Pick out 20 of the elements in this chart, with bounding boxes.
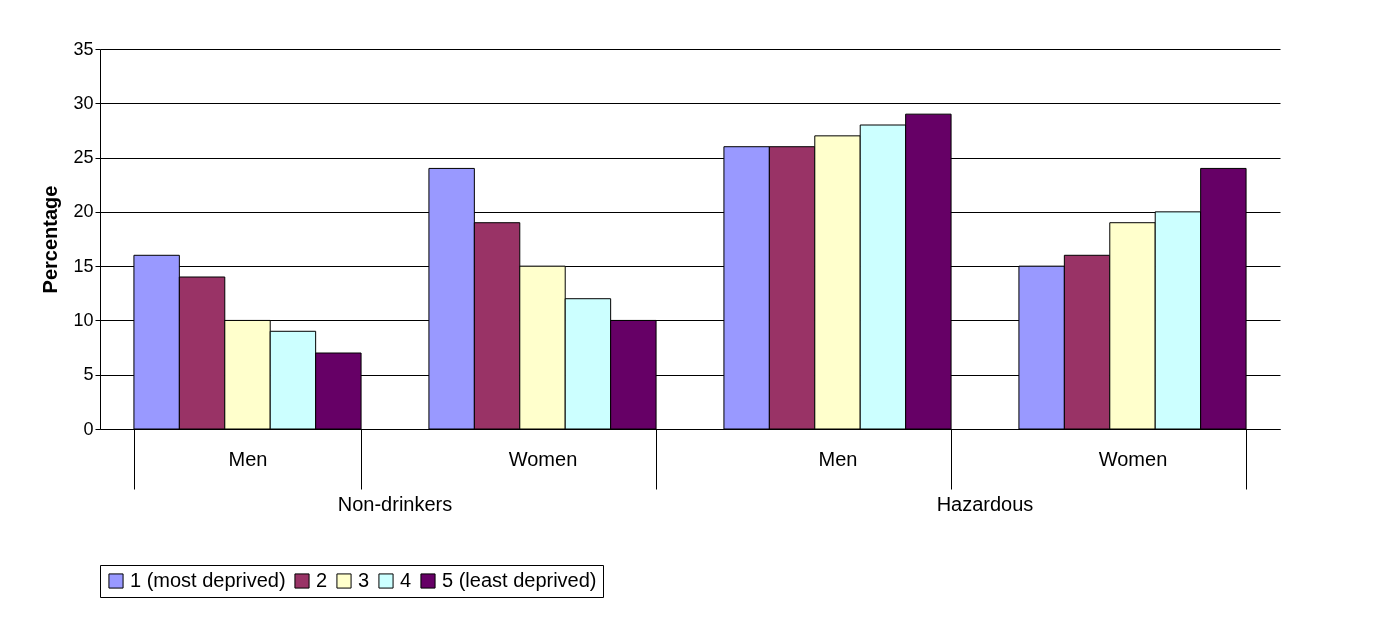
legend-label: 4 [400, 569, 412, 591]
legend-label: 3 [358, 569, 370, 591]
y-tick-label: 20 [73, 201, 94, 222]
x-tick-label: Men [818, 447, 858, 470]
x-tick-label: Men [228, 447, 268, 470]
text: Hazardous [936, 493, 1034, 515]
text: Non-drinkers [337, 493, 453, 515]
y-tick-label: 30 [73, 92, 94, 113]
y-tick-label: 10 [73, 309, 94, 330]
x-tick-label: Women [508, 447, 578, 470]
legend-label: 1 (most deprived) [130, 569, 286, 591]
y-axis-title: Percentage [39, 185, 62, 294]
y-tick-label: 5 [83, 364, 94, 385]
y-tick-label: 25 [73, 147, 94, 168]
legend-label: 2 [316, 569, 328, 591]
legend-label: 5 (least deprived) [442, 569, 597, 591]
y-tick-label: 0 [83, 418, 94, 439]
x-tick-label: Women [1098, 447, 1168, 470]
y-tick-label: 35 [73, 38, 94, 59]
y-tick-label: 15 [73, 255, 94, 276]
